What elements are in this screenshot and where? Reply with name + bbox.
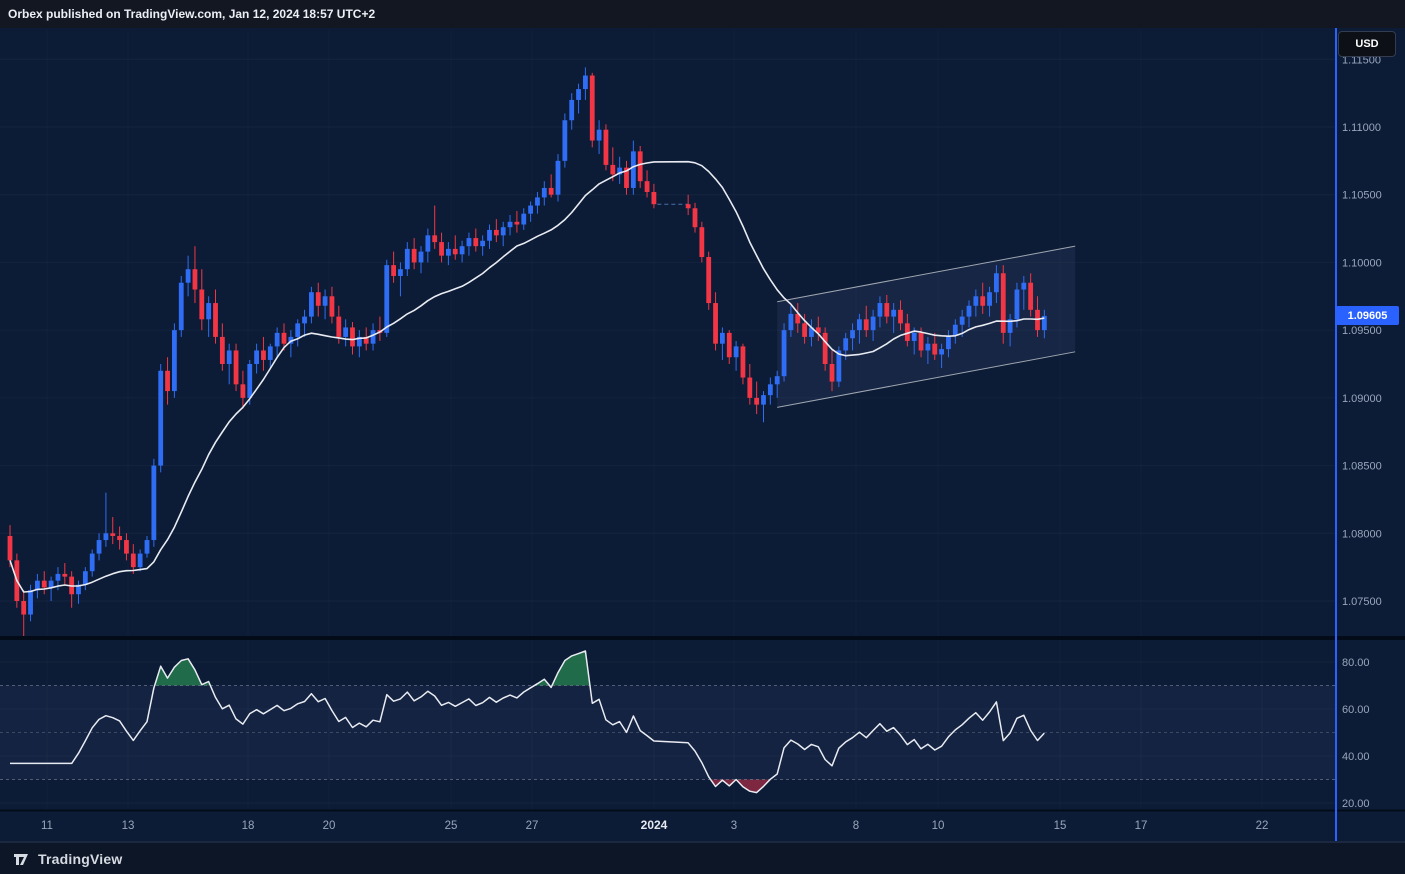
rsi-pane — [0, 650, 1335, 794]
moving-average-line — [9, 160, 1045, 593]
svg-text:1.10500: 1.10500 — [1342, 190, 1382, 202]
rsi-band-fill — [0, 685, 1335, 780]
pane-separator — [0, 636, 1405, 640]
time-axis[interactable]: 11 13 18 20 25 27 2024 3 8 10 15 17 22 — [41, 818, 1268, 832]
tradingview-wordmark[interactable]: TradingView — [38, 850, 123, 867]
svg-text:3: 3 — [731, 820, 737, 832]
svg-text:15: 15 — [1054, 820, 1067, 832]
publish-header: Orbex published on TradingView.com, Jan … — [0, 0, 1405, 28]
quote-currency-label: USD — [1355, 38, 1379, 50]
publish-text: Orbex published on TradingView.com, Jan … — [8, 7, 376, 21]
price-axis[interactable]: 1.11500 1.11000 1.10500 1.10000 1.09500 1.090… — [1342, 54, 1382, 810]
svg-text:1.10000: 1.10000 — [1342, 257, 1382, 269]
svg-text:80.00: 80.00 — [1342, 657, 1370, 669]
ascending-channel — [777, 245, 1076, 408]
last-price-label: 1.09605 — [1336, 306, 1399, 326]
svg-text:1.11500: 1.11500 — [1342, 54, 1381, 66]
svg-text:40.00: 40.00 — [1342, 751, 1370, 763]
rsi-line — [10, 650, 1045, 794]
candles-layer — [7, 67, 1047, 637]
svg-text:17: 17 — [1135, 820, 1148, 832]
quote-currency-button[interactable]: USD — [1338, 31, 1396, 57]
svg-text:1.08000: 1.08000 — [1342, 528, 1382, 540]
svg-text:10: 10 — [932, 820, 945, 832]
last-price-value: 1.09605 — [1347, 309, 1388, 322]
svg-text:22: 22 — [1256, 820, 1269, 832]
svg-text:20: 20 — [323, 820, 336, 832]
svg-text:11: 11 — [41, 820, 53, 832]
svg-text:18: 18 — [242, 820, 255, 832]
svg-text:8: 8 — [853, 820, 859, 832]
svg-text:1.08500: 1.08500 — [1342, 461, 1382, 473]
svg-text:60.00: 60.00 — [1342, 704, 1370, 716]
footer-bar: TradingView — [0, 842, 1405, 874]
svg-text:1.07500: 1.07500 — [1342, 596, 1382, 608]
svg-text:2024: 2024 — [641, 818, 668, 832]
svg-text:27: 27 — [526, 820, 539, 832]
svg-text:25: 25 — [445, 820, 458, 832]
svg-text:1.09500: 1.09500 — [1342, 325, 1382, 337]
svg-text:1.11000: 1.11000 — [1342, 122, 1381, 134]
svg-text:20.00: 20.00 — [1342, 798, 1370, 810]
svg-text:1.09000: 1.09000 — [1342, 393, 1382, 405]
tradingview-logo-icon[interactable] — [12, 850, 30, 868]
svg-text:13: 13 — [122, 820, 135, 832]
